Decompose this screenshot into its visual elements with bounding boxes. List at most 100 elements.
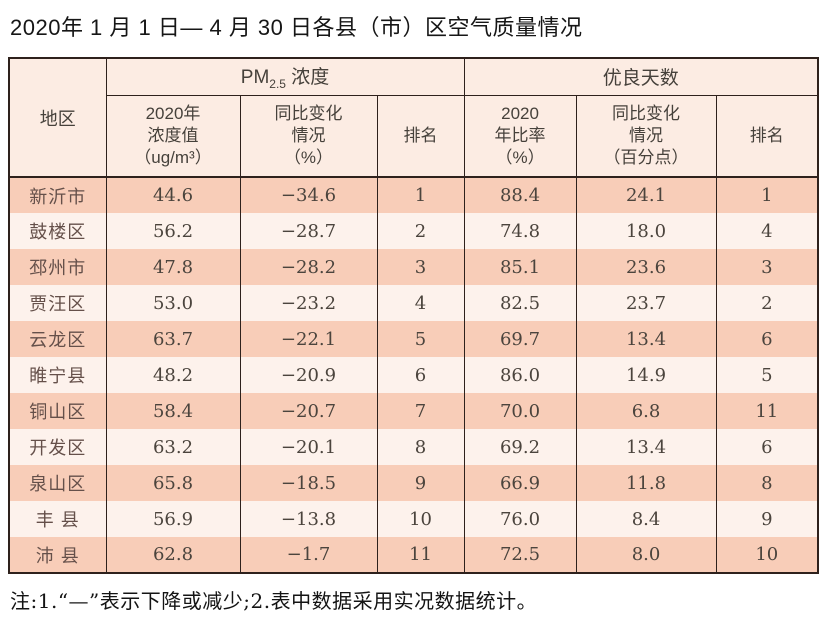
concentration-cell: 44.6 (105, 176, 240, 213)
yoy-change-cell: −28.7 (239, 213, 377, 249)
ratio-cell: 69.2 (463, 429, 577, 465)
yoy-change-cell: −23.2 (239, 285, 377, 321)
points-change-cell: 11.8 (575, 465, 717, 501)
table-row-gulou: 鼓楼区 56.2 −28.7 2 74.8 18.0 4 (8, 213, 819, 249)
region-cell: 鼓楼区 (8, 213, 106, 249)
days-rank-cell: 11 (715, 393, 819, 429)
points-change-cell: 8.4 (575, 501, 717, 537)
column-header-region: 地区 (8, 58, 106, 177)
column-header-rank-pm25: 排名 (376, 95, 465, 177)
concentration-cell: 56.2 (105, 213, 240, 249)
column-header-yoy-change-points: 同比变化 情况 （百分点） (575, 95, 717, 177)
table-row-suining: 睢宁县 48.2 −20.9 6 86.0 14.9 5 (8, 357, 819, 393)
days-rank-cell: 8 (715, 465, 819, 501)
column-header-concentration: 2020年 浓度值 （ug/m³） (105, 95, 240, 177)
concentration-cell: 56.9 (105, 501, 240, 537)
table-row-yunlong: 云龙区 63.7 −22.1 5 69.7 13.4 6 (8, 321, 819, 357)
pm25-rank-cell: 1 (376, 176, 465, 213)
ratio-cell: 70.0 (463, 393, 577, 429)
table-row-tongshan: 铜山区 58.4 −20.7 7 70.0 6.8 11 (8, 393, 819, 429)
pm25-rank-cell: 9 (376, 465, 465, 501)
page-title: 2020年 1 月 1 日— 4 月 30 日各县（市）区空气质量情况 (10, 15, 583, 40)
ratio-cell: 76.0 (463, 501, 577, 537)
points-change-cell: 6.8 (575, 393, 717, 429)
pm25-rank-cell: 8 (376, 429, 465, 465)
region-cell: 沛 县 (8, 537, 106, 573)
ratio-cell: 69.7 (463, 321, 577, 357)
ratio-cell: 82.5 (463, 285, 577, 321)
concentration-cell: 53.0 (105, 285, 240, 321)
ratio-cell: 74.8 (463, 213, 577, 249)
yoy-change-cell: −1.7 (239, 537, 377, 573)
pm25-rank-cell: 6 (376, 357, 465, 393)
days-rank-cell: 9 (715, 501, 819, 537)
column-group-good-days: 优良天数 (463, 58, 819, 96)
region-cell: 铜山区 (8, 393, 106, 429)
group-header-row: 地区 PM2.5 浓度 优良天数 (8, 58, 819, 177)
table-row-pizhou: 邳州市 47.8 −28.2 3 85.1 23.6 3 (8, 249, 819, 285)
pm25-rank-cell: 7 (376, 393, 465, 429)
column-header-yoy-change-pct: 同比变化 情况 （%） (239, 95, 377, 177)
ratio-cell: 72.5 (463, 537, 577, 573)
ratio-cell: 86.0 (463, 357, 577, 393)
concentration-cell: 48.2 (105, 357, 240, 393)
pm25-rank-cell: 10 (376, 501, 465, 537)
sub-header-row: 2020年 浓度值 （ug/m³） 同比变化 情况 （%） 排名 2020 年比… (9, 95, 819, 177)
yoy-change-cell: −20.1 (239, 429, 377, 465)
table-row-xinyi: 新沂市 44.6 −34.6 1 88.4 24.1 1 (8, 176, 819, 213)
days-rank-cell: 4 (715, 213, 819, 249)
points-change-cell: 23.7 (575, 285, 717, 321)
days-rank-cell: 10 (715, 537, 819, 573)
points-change-cell: 23.6 (575, 249, 717, 285)
concentration-cell: 63.7 (105, 321, 240, 357)
yoy-change-cell: −28.2 (239, 249, 377, 285)
ratio-cell: 88.4 (463, 176, 577, 213)
pm25-label-subscript: 2.5 (269, 77, 286, 92)
points-change-cell: 13.4 (575, 321, 717, 357)
concentration-cell: 63.2 (105, 429, 240, 465)
pm25-rank-cell: 5 (376, 321, 465, 357)
concentration-cell: 65.8 (105, 465, 240, 501)
yoy-change-cell: −13.8 (239, 501, 377, 537)
points-change-cell: 24.1 (575, 176, 717, 213)
region-cell: 贾汪区 (8, 285, 106, 321)
region-cell: 丰 县 (8, 501, 106, 537)
region-cell: 新沂市 (8, 176, 106, 213)
region-cell: 泉山区 (8, 465, 106, 501)
pm25-rank-cell: 4 (376, 285, 465, 321)
days-rank-cell: 3 (715, 249, 819, 285)
yoy-change-cell: −18.5 (239, 465, 377, 501)
column-header-ratio-2020: 2020 年比率 （%） (463, 95, 577, 177)
days-rank-cell: 5 (715, 357, 819, 393)
points-change-cell: 8.0 (575, 537, 717, 573)
yoy-change-cell: −20.9 (239, 357, 377, 393)
table-body: 新沂市 44.6 −34.6 1 88.4 24.1 1 鼓楼区 56.2 −2… (8, 176, 819, 573)
days-rank-cell: 6 (715, 429, 819, 465)
days-rank-cell: 6 (715, 321, 819, 357)
ratio-cell: 85.1 (463, 249, 577, 285)
concentration-cell: 47.8 (105, 249, 240, 285)
days-rank-cell: 2 (715, 285, 819, 321)
points-change-cell: 18.0 (575, 213, 717, 249)
table-row-kaifaqu: 开发区 63.2 −20.1 8 69.2 13.4 6 (8, 429, 819, 465)
pm25-label-prefix: PM (240, 67, 270, 89)
footnote: 注:1.“—”表示下降或减少;2.表中数据采用实况数据统计。 (10, 589, 538, 613)
pm25-rank-cell: 2 (376, 213, 465, 249)
air-quality-table: 地区 PM2.5 浓度 优良天数 2020年 浓度值 （ug/m³） 同比变化 … (8, 57, 820, 574)
table-header: 地区 PM2.5 浓度 优良天数 2020年 浓度值 （ug/m³） 同比变化 … (8, 58, 819, 177)
column-header-rank-days: 排名 (715, 95, 819, 177)
region-cell: 云龙区 (8, 321, 106, 357)
pm25-rank-cell: 3 (376, 249, 465, 285)
pm25-rank-cell: 11 (376, 537, 465, 573)
concentration-cell: 62.8 (105, 537, 240, 573)
column-group-pm25: PM2.5 浓度 (105, 58, 465, 96)
points-change-cell: 14.9 (575, 357, 717, 393)
pm25-label-suffix: 浓度 (285, 67, 330, 89)
points-change-cell: 13.4 (575, 429, 717, 465)
days-rank-cell: 1 (715, 176, 819, 213)
region-cell: 邳州市 (8, 249, 106, 285)
table-row-peixian: 沛 县 62.8 −1.7 11 72.5 8.0 10 (8, 537, 819, 573)
region-cell: 睢宁县 (8, 357, 106, 393)
ratio-cell: 66.9 (463, 465, 577, 501)
table-row-fengxian: 丰 县 56.9 −13.8 10 76.0 8.4 9 (8, 501, 819, 537)
